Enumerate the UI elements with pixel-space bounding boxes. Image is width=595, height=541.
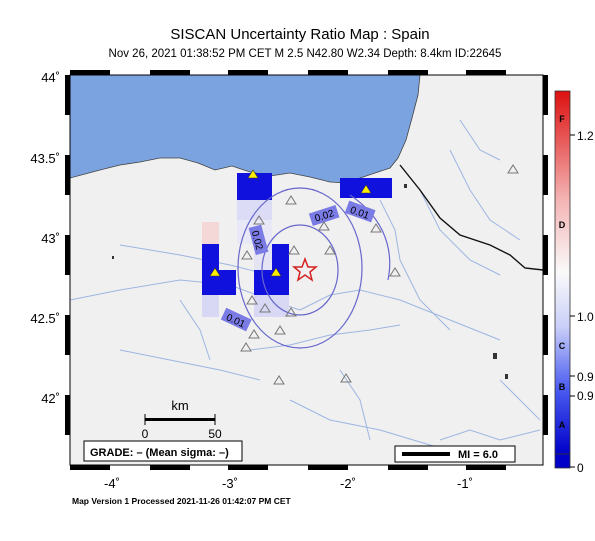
station-triangle-icon [247,169,259,179]
stations-highlighted [209,169,372,277]
station-triangle-icon [340,373,352,383]
grade-text: GRADE: – (Mean sigma: –) [90,447,229,459]
lat-label: 43˚ [41,231,60,246]
lon-label: -2˚ [340,476,356,491]
latitude-labels: 44˚ 43.5˚ 43˚ 42.5˚ 42˚ [30,70,60,406]
map-area: 0.02 0.01 0.02 0.01 [70,75,543,465]
scale-bar: km 0 50 [142,398,222,441]
lat-label: 43.5˚ [30,151,60,166]
uncertainty-cell [272,244,289,270]
map-title: SISCAN Uncertainty Ratio Map : Spain [170,26,429,43]
station-triangle-icon [389,267,401,277]
uncertainty-cell [202,295,219,317]
station-triangle-icon [259,303,271,313]
scale-unit: km [171,398,188,413]
uncertainty-cell [202,270,236,295]
colorbar-value: 0.9 [577,370,594,384]
uncertainty-cell [202,244,219,270]
station-triangle-icon [370,223,382,233]
lat-label: 44˚ [41,70,60,85]
lon-label: -4˚ [104,476,120,491]
longitude-labels: -4˚ -3˚ -2˚ -1˚ [104,476,473,491]
uncertainty-contours [237,187,391,349]
colorbar-grade: A [559,420,566,430]
station-triangle-icon [240,342,252,352]
colorbar-grade: D [559,220,566,230]
station-triangle-icon [273,375,285,385]
map-frame [65,70,548,470]
stations [240,164,519,385]
border-line [399,164,543,271]
colorbar: F D C B A 1.2 1.0 0.9 0.9 0 [554,90,594,475]
station-triangle-icon [324,245,336,255]
station-triangle-icon [209,267,221,277]
station-triangle-icon [248,329,260,339]
station-triangle-icon [285,307,297,317]
mi-text: MI = 6.0 [458,449,498,461]
scale-start: 0 [142,427,149,441]
rivers [70,119,541,461]
uncertainty-cell [237,200,272,220]
contour-labels: 0.02 0.01 0.02 0.01 [220,200,376,332]
lon-label: -3˚ [222,476,238,491]
station-triangle-icon [318,221,330,231]
colorbar-value: 1.2 [577,129,594,143]
station-triangle-icon [253,215,265,225]
station-triangle-icon [285,195,297,205]
lat-label: 42˚ [41,391,60,406]
station-triangle-icon [507,164,519,174]
colorbar-grade: C [559,341,566,351]
station-triangle-icon [270,267,282,277]
colorbar-grade: F [559,114,565,124]
uncertainty-cell [254,295,289,317]
uncertainty-cell [202,222,219,244]
colorbar-value: 0.9 [577,389,594,403]
station-triangle-icon [241,250,253,260]
footer-processed: Map Version 1 Processed 2021-11-26 01:42… [72,496,292,506]
contour-label: 0.02 [249,230,265,252]
station-triangle-icon [288,245,300,255]
lat-label: 42.5˚ [30,311,60,326]
station-triangle-icon [274,325,286,335]
epicenter-star-icon [291,256,319,282]
sea [70,75,421,184]
map-subtitle: Nov 26, 2021 01:38:52 PM CET M 2.5 N42.8… [109,48,502,60]
lon-label: -1˚ [457,476,473,491]
colorbar-grade: B [559,382,566,392]
uncertainty-cell [254,270,289,295]
colorbar-value: 0 [577,461,584,475]
grade-box: GRADE: – (Mean sigma: –) [83,440,243,462]
scale-end: 50 [208,427,222,441]
colorbar-value: 1.0 [577,310,594,324]
station-triangle-icon [360,184,372,194]
mi-box: MI = 6.0 [394,445,516,463]
station-triangle-icon [246,295,258,305]
